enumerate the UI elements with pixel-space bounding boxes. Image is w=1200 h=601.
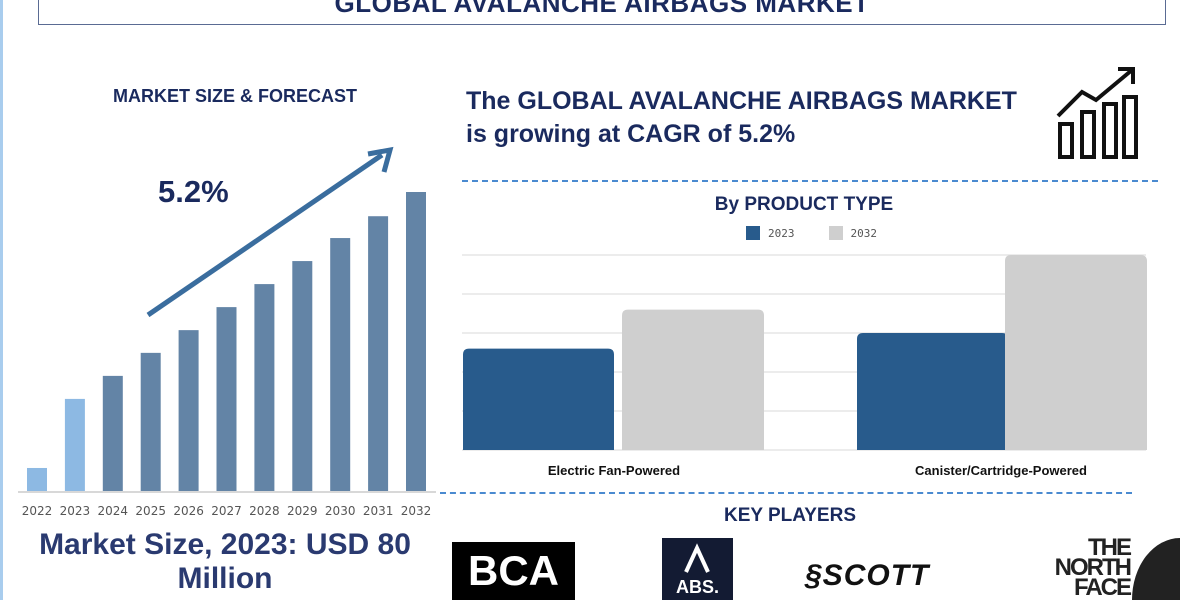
bar-2029 bbox=[292, 261, 313, 491]
bar-2023 bbox=[64, 398, 85, 491]
bar-2030 bbox=[330, 238, 351, 491]
bar-2032 bbox=[1005, 255, 1147, 450]
cagr-headline: The GLOBAL AVALANCHE AIRBAGS MARKET is g… bbox=[466, 87, 1017, 148]
bar-2031 bbox=[368, 216, 389, 491]
bar-2027 bbox=[216, 307, 237, 491]
bar-2024 bbox=[102, 375, 123, 491]
logo-scott: §SCOTT bbox=[805, 559, 930, 592]
x-tick-label: 2028 bbox=[249, 504, 280, 518]
legend-label: 2023 bbox=[768, 226, 795, 240]
category-label: Canister/Cartridge-Powered bbox=[915, 463, 1087, 478]
logo-bca: BCA bbox=[452, 542, 575, 600]
legend-label: 2032 bbox=[850, 226, 878, 240]
title-box bbox=[38, 0, 1166, 25]
divider bbox=[462, 180, 1158, 182]
x-tick-label: 2029 bbox=[287, 504, 318, 518]
legend-swatch bbox=[746, 226, 760, 240]
x-tick-label: 2030 bbox=[325, 504, 356, 518]
category-label: Electric Fan-Powered bbox=[547, 463, 681, 478]
product-type-title: By PRODUCT TYPE bbox=[714, 194, 894, 215]
cagr-label: 5.2% bbox=[158, 174, 229, 209]
x-tick-label: 2024 bbox=[98, 504, 129, 518]
legend-swatch bbox=[828, 226, 843, 240]
x-tick-label: 2023 bbox=[60, 504, 91, 518]
product-type-chart bbox=[462, 254, 1147, 451]
bar-2032 bbox=[406, 192, 426, 491]
x-tick-label: 2026 bbox=[173, 504, 204, 518]
bar-2032 bbox=[622, 309, 764, 450]
x-tick-label: 2031 bbox=[363, 504, 394, 518]
logo-the-north-face: THE NORTH FACE bbox=[1020, 536, 1180, 600]
chart-legend: 2023 2032 bbox=[746, 226, 877, 240]
logo-abs: ABS. bbox=[662, 538, 733, 600]
market-forecast-title: MARKET SIZE & FORECAST bbox=[112, 86, 357, 106]
divider bbox=[440, 492, 1132, 494]
page-title: GLOBAL AVALANCHE AIRBAGS MARKET bbox=[334, 0, 870, 18]
x-tick-label: 2025 bbox=[135, 504, 166, 518]
market-size-text: Market Size, 2023: USD 80 Million bbox=[39, 528, 411, 595]
bar-2022 bbox=[27, 467, 47, 491]
bar-2026 bbox=[178, 330, 199, 491]
x-tick-label: 2027 bbox=[211, 504, 242, 518]
legend-item-2032: 2032 bbox=[828, 226, 878, 240]
legend-item-2023: 2023 bbox=[746, 226, 795, 240]
x-tick-label: 2022 bbox=[22, 504, 53, 518]
chart-growth-arrow-icon bbox=[1056, 67, 1138, 159]
bar-2023 bbox=[463, 348, 614, 450]
bar-2028 bbox=[254, 284, 275, 491]
bar-2025 bbox=[140, 352, 161, 491]
key-players-title: KEY PLAYERS bbox=[724, 505, 856, 526]
x-tick-label: 2032 bbox=[401, 504, 432, 518]
trend-arrow bbox=[146, 152, 384, 318]
market-forecast-chart: 2022 2023 2024 2025 2026 2027 2028 2029 2030 2031… bbox=[18, 146, 436, 518]
trend-arrow-head bbox=[367, 146, 394, 173]
bar-2023 bbox=[857, 333, 1008, 450]
page-border bbox=[0, 0, 3, 600]
